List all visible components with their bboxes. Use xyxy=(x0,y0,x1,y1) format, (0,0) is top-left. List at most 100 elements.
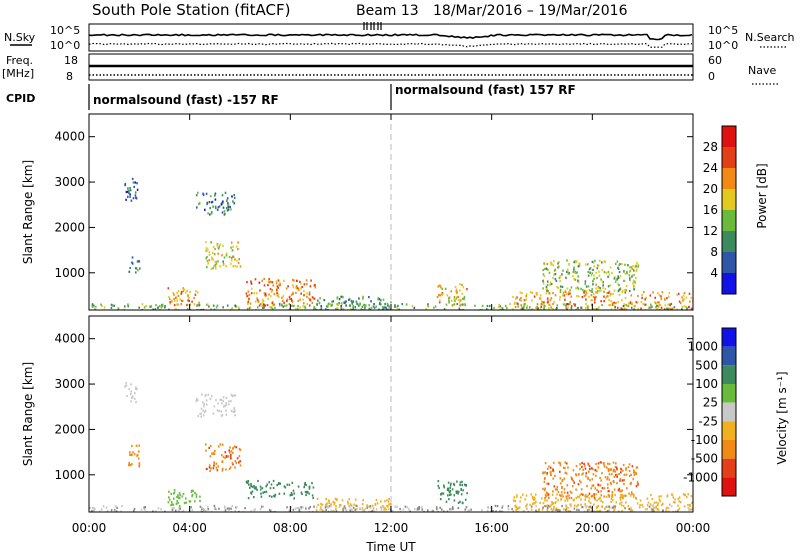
scatter-cell xyxy=(550,470,552,474)
scatter-cell xyxy=(583,462,585,465)
scatter-cell xyxy=(265,490,268,493)
scatter-cell xyxy=(635,497,638,500)
scatter-cell xyxy=(549,281,552,284)
scatter-cell xyxy=(552,502,555,505)
scatter-cell xyxy=(453,483,456,487)
scatter-cell xyxy=(262,306,264,309)
scatter-cell xyxy=(565,508,567,511)
scatter-cell xyxy=(552,307,554,310)
scatter-cell xyxy=(667,506,669,509)
scatter-cell xyxy=(297,305,299,308)
scatter-cell xyxy=(217,252,219,255)
scatter-cell xyxy=(614,262,617,265)
scatter-cell xyxy=(330,503,333,506)
velocity-scatter xyxy=(89,382,693,512)
scatter-cell xyxy=(549,466,552,469)
scatter-cell xyxy=(206,203,208,206)
scatter-cell xyxy=(268,293,270,296)
scatter-cell xyxy=(292,286,295,289)
scatter-cell xyxy=(451,299,453,302)
scatter-cell xyxy=(591,290,593,293)
scatter-cell xyxy=(275,282,278,285)
scatter-cell xyxy=(225,403,227,406)
scatter-cell xyxy=(456,302,459,306)
scatter-cell xyxy=(573,498,575,501)
scatter-cell xyxy=(325,503,327,506)
scatter-cell xyxy=(575,271,577,275)
scatter-cell xyxy=(570,496,573,500)
scatter-cell xyxy=(195,400,198,403)
scatter-cell xyxy=(267,280,270,283)
scatter-cell xyxy=(144,506,146,509)
scatter-cell xyxy=(561,285,564,288)
scatter-cell xyxy=(173,297,175,300)
scatter-cell xyxy=(321,510,324,512)
scatter-cell xyxy=(565,303,568,306)
scatter-cell xyxy=(439,498,442,501)
scatter-cell xyxy=(611,493,614,496)
scatter-cell xyxy=(253,496,255,499)
scatter-cell xyxy=(444,287,447,290)
scatter-cell xyxy=(233,407,236,410)
nsky-trace xyxy=(88,33,693,41)
scatter-cell xyxy=(225,454,228,458)
colorbar-tick-label: 25 xyxy=(703,396,718,410)
scatter-cell xyxy=(667,510,670,512)
scatter-cell xyxy=(214,265,217,268)
scatter-cell xyxy=(189,303,192,306)
scatter-cell xyxy=(454,299,456,303)
scatter-cell xyxy=(585,290,588,293)
scatter-cell xyxy=(652,291,654,294)
scatter-cell xyxy=(552,477,554,480)
scatter-cell xyxy=(612,461,615,464)
scatter-cell xyxy=(457,492,459,495)
scatter-cell xyxy=(230,507,232,510)
scatter-cell xyxy=(550,504,552,507)
scatter-cell xyxy=(303,290,305,293)
scatter-cell xyxy=(94,307,97,310)
scatter-cell xyxy=(525,505,527,508)
scatter-cell xyxy=(173,293,175,296)
scatter-cell xyxy=(226,199,228,202)
scatter-cell xyxy=(653,510,655,512)
scatter-cell xyxy=(608,462,611,466)
scatter-cell xyxy=(578,262,580,265)
scatter-cell xyxy=(660,495,662,498)
scatter-cell xyxy=(217,247,220,250)
scatter-cell xyxy=(451,304,454,307)
scatter-cell xyxy=(458,298,460,302)
scatter-cell xyxy=(127,303,129,306)
scatter-cell xyxy=(389,307,391,310)
scatter-cell xyxy=(536,305,539,308)
scatter-cell xyxy=(565,306,567,309)
scatter-cell xyxy=(583,510,586,512)
scatter-cell xyxy=(554,502,556,505)
scatter-cell xyxy=(547,494,549,497)
scatter-cell xyxy=(355,504,357,507)
scatter-cell xyxy=(566,510,568,512)
scatter-cell xyxy=(659,500,661,503)
scatter-cell xyxy=(460,493,463,496)
scatter-cell xyxy=(226,507,229,510)
scatter-cell xyxy=(504,304,507,307)
scatter-cell xyxy=(584,498,586,501)
scatter-cell xyxy=(567,466,569,469)
scatter-cell xyxy=(209,397,212,400)
scatter-cell xyxy=(354,498,357,501)
scatter-cell xyxy=(599,476,601,479)
scatter-cell xyxy=(199,412,201,415)
scatter-cell xyxy=(586,509,589,512)
scatter-cell xyxy=(345,304,347,307)
scatter-cell xyxy=(650,305,653,308)
scatter-cell xyxy=(136,188,139,191)
scatter-cell xyxy=(249,306,252,309)
scatter-cell xyxy=(197,303,199,307)
scatter-cell xyxy=(618,263,621,267)
scatter-cell xyxy=(609,481,612,484)
scatter-cell xyxy=(631,465,634,468)
scatter-cell xyxy=(306,292,308,295)
scatter-cell xyxy=(650,303,652,306)
scatter-cell xyxy=(173,488,176,492)
scatter-cell xyxy=(474,304,476,307)
colorbar-swatch xyxy=(722,477,736,496)
